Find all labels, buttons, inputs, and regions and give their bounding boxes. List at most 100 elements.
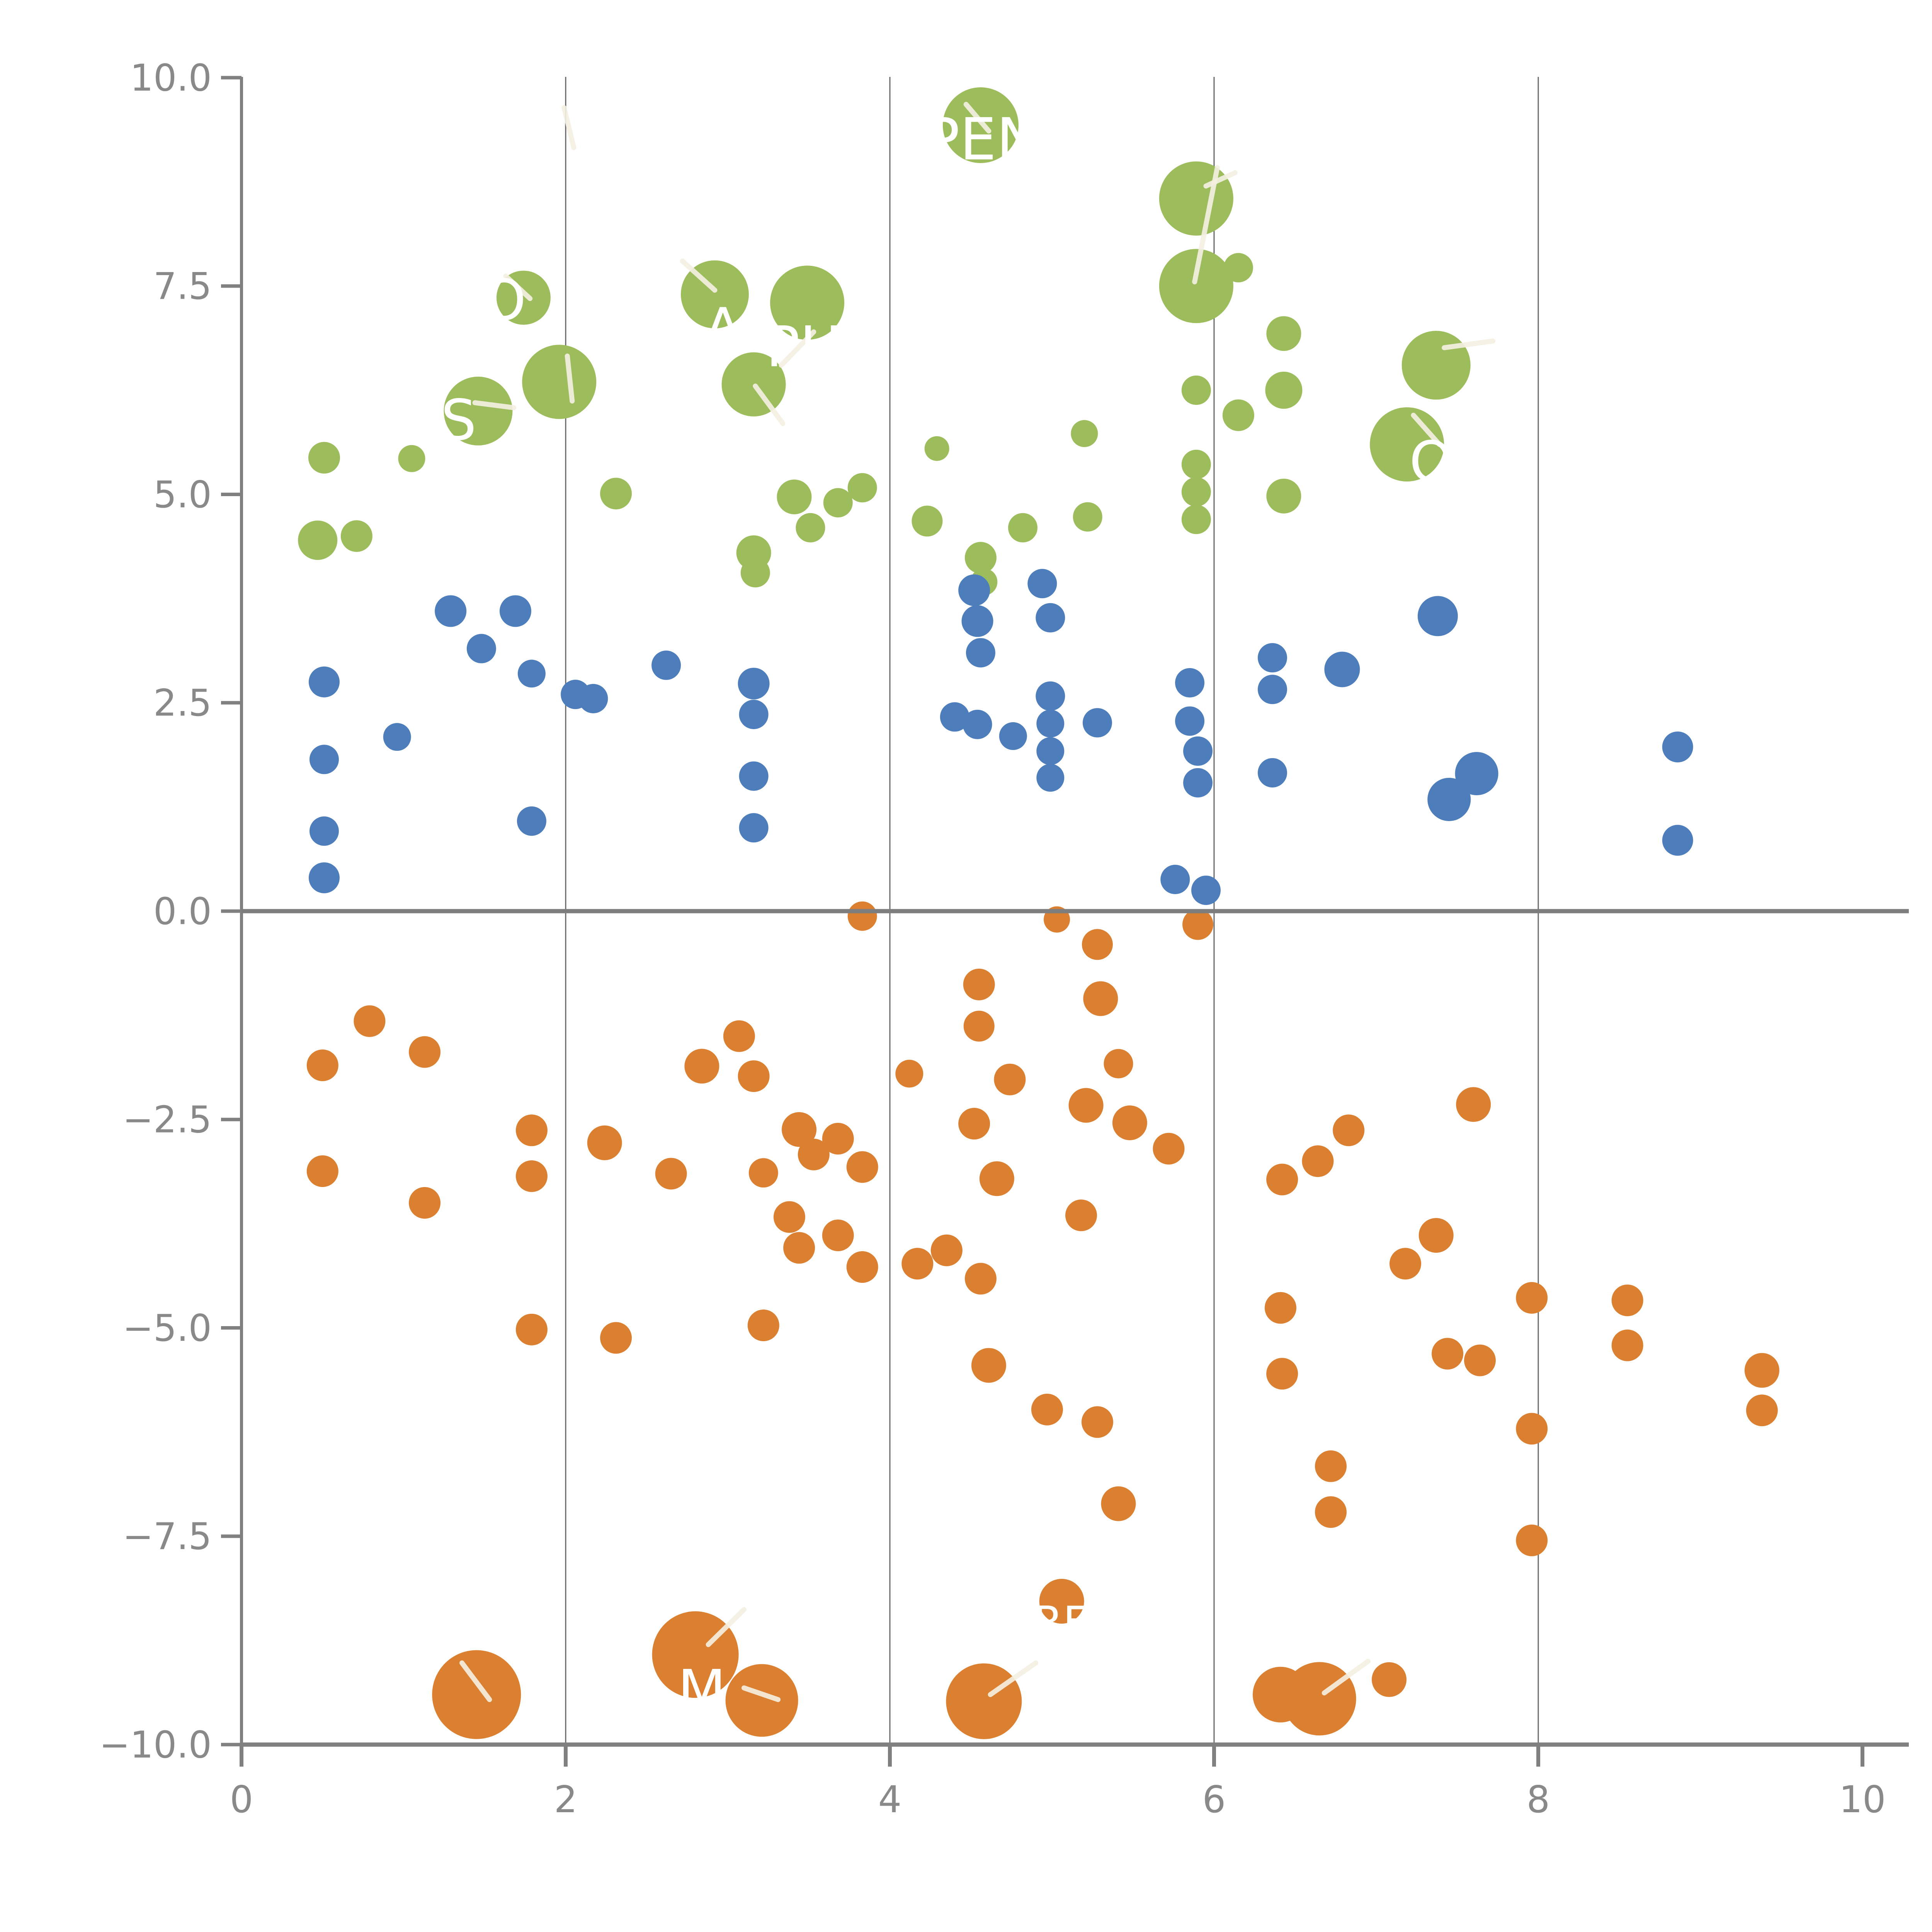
data-point [1222, 399, 1254, 431]
data-point [783, 1232, 815, 1264]
data-point [1282, 1662, 1356, 1736]
data-point [963, 1010, 995, 1042]
data-point [1264, 1292, 1296, 1324]
data-point [740, 558, 770, 588]
series-blue [308, 569, 1693, 905]
bubble-label: PEN [925, 106, 1039, 173]
y-tick-label: −2.5 [122, 1099, 212, 1141]
data-point [1315, 1450, 1347, 1482]
annotation-leader-line [706, 1607, 747, 1647]
bubble-label: M [678, 1658, 726, 1723]
data-point [963, 709, 992, 739]
data-point [1104, 1049, 1133, 1078]
data-point [1181, 375, 1211, 405]
ticks-group [221, 76, 1864, 1767]
y-tick-label: −7.5 [122, 1515, 212, 1558]
bubble-label: RE [1034, 1597, 1090, 1646]
data-point [409, 1187, 441, 1219]
data-point [1039, 1578, 1084, 1624]
annotation-leader-line [680, 259, 718, 293]
bubble-label: PH [766, 315, 842, 380]
y-tick-label: −5.0 [122, 1307, 212, 1350]
data-point [1516, 1524, 1548, 1556]
data-point [822, 1219, 854, 1252]
bubble-label: S [441, 388, 476, 453]
data-point [901, 1248, 934, 1280]
data-point [1464, 1344, 1496, 1376]
data-point [895, 1060, 923, 1088]
bubble-label: A [704, 296, 742, 361]
data-point [684, 1049, 719, 1084]
data-point [1083, 981, 1118, 1016]
data-point [946, 1663, 1022, 1739]
data-point [306, 1155, 338, 1187]
annotation-leader-line [561, 105, 577, 150]
x-tick-label: 6 [1202, 1779, 1226, 1821]
data-point [1417, 596, 1458, 636]
data-point [1401, 331, 1471, 400]
data-point [651, 650, 681, 680]
data-point [999, 722, 1027, 750]
data-point [1662, 731, 1693, 763]
data-point [739, 699, 769, 729]
data-point [1036, 764, 1065, 792]
data-point [958, 1108, 990, 1140]
data-point [1036, 737, 1065, 765]
data-point [600, 478, 632, 510]
data-point [309, 745, 339, 774]
data-point [1031, 1393, 1063, 1425]
data-point [1258, 643, 1287, 673]
bubble-label: O [1409, 429, 1453, 495]
data-point [308, 862, 340, 893]
data-point [822, 1122, 854, 1155]
data-point [354, 1005, 386, 1037]
data-point [1266, 316, 1301, 351]
data-point [1036, 709, 1065, 738]
data-point [383, 723, 411, 751]
data-point [1036, 681, 1065, 711]
data-point [1065, 1199, 1097, 1231]
annotation-leader-line [1321, 1658, 1371, 1696]
annotation-leader-line [779, 329, 816, 368]
data-point [1073, 502, 1102, 532]
data-point [773, 1201, 805, 1233]
annotation-leader-line [1203, 170, 1238, 189]
data-point [1432, 1338, 1464, 1370]
data-point [515, 1313, 548, 1345]
data-point [798, 1138, 830, 1170]
x-tick-label: 10 [1839, 1779, 1886, 1821]
x-tick-label: 2 [554, 1779, 577, 1821]
data-point [340, 520, 372, 552]
data-point [1516, 1282, 1548, 1314]
data-point [1265, 371, 1303, 409]
data-point [655, 1158, 687, 1190]
data-point [1266, 478, 1301, 514]
data-point [1662, 825, 1693, 856]
data-point [739, 813, 769, 843]
data-point [1182, 909, 1214, 940]
data-point [1181, 449, 1211, 479]
data-point [723, 1020, 755, 1052]
data-point [517, 806, 546, 836]
data-point [1082, 708, 1112, 738]
data-point [1183, 768, 1213, 798]
leader-lines-group [459, 102, 1496, 1702]
data-point [1008, 513, 1037, 543]
data-point [1160, 865, 1190, 895]
data-point [515, 1114, 548, 1146]
data-point [1746, 1395, 1778, 1427]
y-tick-label: 10.0 [130, 57, 212, 99]
data-point [1027, 569, 1057, 599]
data-point [770, 265, 845, 340]
data-point [930, 1234, 963, 1266]
y-tick-label: 5.0 [153, 474, 212, 516]
annotation-leader-line [472, 400, 517, 410]
bubble-label: O [482, 268, 526, 333]
data-point [1181, 477, 1211, 507]
data-point [1389, 1248, 1422, 1280]
data-point [1159, 249, 1233, 323]
data-point [444, 376, 513, 446]
annotation-leader-line [988, 1660, 1039, 1697]
data-point [466, 634, 496, 663]
